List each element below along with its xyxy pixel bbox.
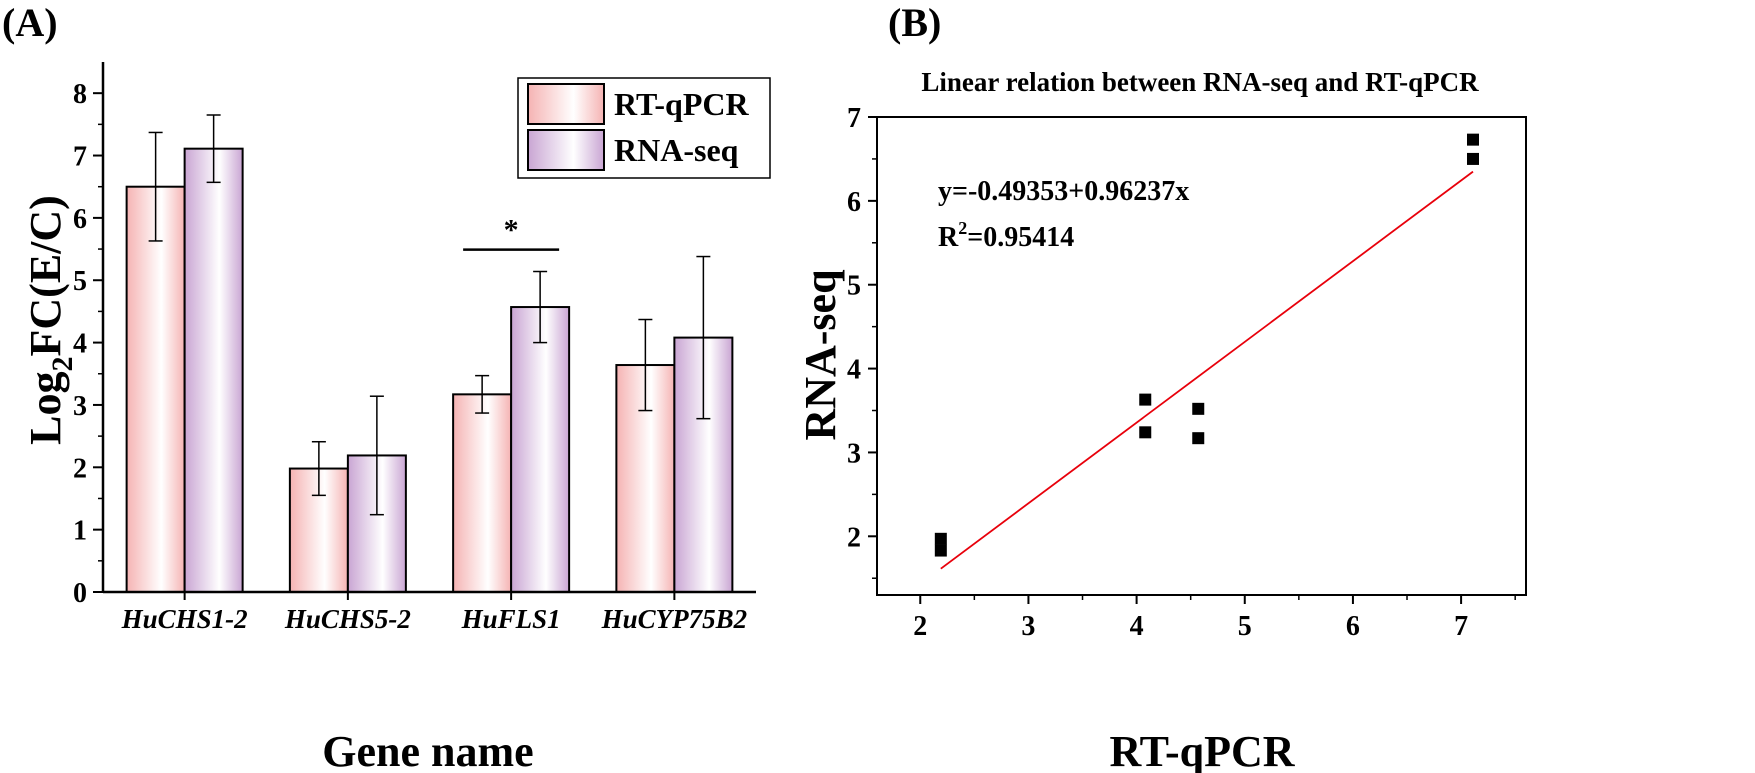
- panel-label-b: (B): [888, 0, 941, 45]
- x-tick-label: 7: [1454, 611, 1468, 642]
- scatter-points: [934, 133, 1479, 557]
- r2-prefix: R: [938, 222, 959, 253]
- bar-rt-qpcr: [125, 185, 186, 594]
- y-tick-label: 4: [847, 355, 861, 386]
- scatter-point: [1192, 432, 1205, 445]
- y-tick-label: 3: [847, 438, 861, 469]
- legend-swatch-rt-qpcr: [527, 83, 605, 125]
- bar-chart-legend: RT-qPCR RNA-seq: [517, 77, 771, 179]
- y-tick-label: 6: [847, 187, 861, 218]
- x-tick-label: 2: [913, 611, 927, 642]
- x-tick-label: 4: [1130, 611, 1144, 642]
- bar-chart-ylabel: Log2FC(E/C): [21, 195, 79, 445]
- scatter-chart-panel: Linear relation between RNA-seq and RT-q…: [796, 67, 1527, 773]
- regression-equation: y=-0.49353+0.96237x: [938, 176, 1189, 207]
- ylabel-sub: 2: [46, 356, 79, 371]
- bar-rna-seq: [183, 147, 244, 593]
- bar-rt-qpcr: [452, 393, 513, 594]
- scatter-xlabel: RT-qPCR: [1109, 727, 1295, 773]
- significance-star: *: [504, 214, 519, 247]
- category-label: HuCHS1-2: [121, 604, 248, 634]
- plot-frame: [876, 116, 1527, 596]
- y-tick-label: 6: [73, 204, 87, 235]
- y-tick-label: 0: [73, 578, 87, 609]
- bar-chart-axes: [101, 62, 756, 594]
- y-tick-label: 1: [73, 516, 87, 547]
- scatter-point: [934, 532, 947, 545]
- y-tick-label: 5: [847, 271, 861, 302]
- category-label: HuCHS5-2: [284, 604, 411, 634]
- scatter-axes: 2 3 4 5 6 7 2 3 4 5 6 7: [847, 103, 1527, 642]
- legend-label-rt-qpcr: RT-qPCR: [614, 86, 750, 122]
- scatter-point: [1139, 393, 1152, 406]
- y-tick-label: 8: [73, 79, 87, 110]
- bar-rna-seq: [510, 306, 571, 593]
- scatter-fit-line: [940, 170, 1474, 570]
- y-tick-label: 3: [73, 391, 87, 422]
- y-tick-label: 2: [73, 453, 87, 484]
- r2-value: =0.95414: [967, 222, 1074, 253]
- category-label: HuCYP75B2: [601, 604, 748, 634]
- scatter-title: Linear relation between RNA-seq and RT-q…: [921, 67, 1479, 97]
- x-tick-label: 6: [1346, 611, 1360, 642]
- y-tick-label: 2: [847, 522, 861, 553]
- y-tick-label: 7: [847, 103, 861, 134]
- ylabel-rest: FC(E/C): [21, 195, 70, 356]
- panel-label-a: (A): [2, 0, 58, 45]
- legend-swatch-rna-seq: [527, 129, 605, 171]
- y-tick-label: 4: [73, 329, 87, 360]
- bar-chart-panel: 0 1 2 3 4 5 6 7 8 HuCHS1-2 HuCHS5-2 HuFLS1 HuCYP75B2…: [21, 62, 771, 773]
- y-tick-label: 7: [73, 142, 87, 173]
- scatter-point: [1466, 133, 1479, 146]
- fit-line: [940, 170, 1474, 570]
- scatter-point: [1192, 402, 1205, 415]
- legend-label-rna-seq: RNA-seq: [614, 132, 739, 168]
- scatter-point: [1466, 152, 1479, 165]
- bar-chart-ticks: 0 1 2 3 4 5 6 7 8 HuCHS1-2 HuCHS5-2 HuFLS1 HuCYP75B2: [73, 79, 747, 634]
- scatter-point: [1139, 426, 1152, 439]
- ylabel-base: Log: [21, 371, 70, 444]
- bar-chart-xlabel: Gene name: [322, 727, 533, 773]
- r-squared: R2=0.95414: [938, 218, 1074, 253]
- x-tick-label: 3: [1021, 611, 1035, 642]
- y-tick-label: 5: [73, 266, 87, 297]
- category-label: HuFLS1: [461, 604, 561, 634]
- scatter-point: [934, 544, 947, 557]
- r2-exp: 2: [958, 218, 967, 238]
- scatter-ylabel: RNA-seq: [796, 269, 845, 441]
- x-tick-label: 5: [1238, 611, 1252, 642]
- bar-chart-bars: *: [125, 114, 734, 594]
